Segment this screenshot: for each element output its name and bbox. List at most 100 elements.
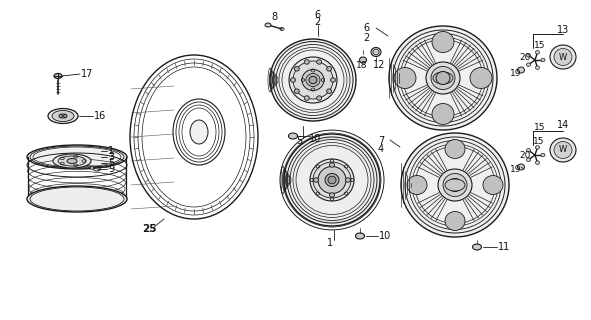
Ellipse shape: [190, 120, 208, 144]
Text: 4: 4: [378, 144, 384, 154]
Ellipse shape: [328, 176, 336, 184]
Ellipse shape: [27, 186, 127, 212]
Text: 19: 19: [510, 165, 521, 174]
Ellipse shape: [48, 108, 78, 124]
Ellipse shape: [54, 74, 62, 78]
Ellipse shape: [554, 49, 572, 66]
Ellipse shape: [356, 233, 365, 239]
Ellipse shape: [325, 173, 339, 187]
Ellipse shape: [433, 72, 453, 84]
Ellipse shape: [90, 167, 93, 169]
Ellipse shape: [327, 67, 332, 71]
Text: W: W: [559, 52, 567, 61]
Ellipse shape: [436, 71, 450, 84]
Ellipse shape: [317, 60, 322, 64]
Ellipse shape: [394, 68, 416, 89]
Ellipse shape: [289, 57, 337, 103]
Ellipse shape: [318, 166, 346, 194]
Text: 19: 19: [510, 68, 521, 77]
Ellipse shape: [535, 66, 540, 69]
Ellipse shape: [58, 156, 86, 166]
Ellipse shape: [313, 178, 319, 182]
Text: 5: 5: [108, 158, 114, 168]
Text: 10: 10: [379, 231, 391, 241]
Text: 16: 16: [94, 111, 106, 121]
Ellipse shape: [438, 169, 472, 201]
Ellipse shape: [293, 61, 333, 99]
Ellipse shape: [309, 76, 317, 84]
Text: 6: 6: [314, 10, 320, 20]
Ellipse shape: [306, 74, 320, 86]
Text: 14: 14: [557, 120, 569, 130]
Ellipse shape: [265, 23, 271, 27]
Ellipse shape: [431, 67, 455, 90]
Ellipse shape: [310, 159, 354, 201]
Ellipse shape: [432, 103, 454, 124]
Ellipse shape: [401, 133, 509, 237]
Ellipse shape: [304, 60, 309, 64]
Text: 13: 13: [557, 25, 569, 35]
Ellipse shape: [298, 148, 366, 212]
Ellipse shape: [443, 173, 467, 196]
Ellipse shape: [317, 96, 322, 100]
Text: 25: 25: [142, 224, 157, 234]
Text: 15: 15: [534, 124, 545, 132]
Text: 3: 3: [108, 152, 114, 162]
Ellipse shape: [330, 78, 336, 82]
Ellipse shape: [288, 133, 297, 139]
Ellipse shape: [330, 193, 335, 197]
Ellipse shape: [527, 53, 531, 57]
Ellipse shape: [527, 63, 531, 67]
Text: 1: 1: [108, 146, 114, 156]
Ellipse shape: [448, 179, 462, 191]
Text: 11: 11: [498, 242, 510, 252]
Ellipse shape: [541, 58, 545, 62]
Ellipse shape: [554, 141, 572, 158]
Ellipse shape: [359, 57, 366, 63]
Text: 18: 18: [356, 61, 368, 70]
Ellipse shape: [173, 99, 225, 165]
Text: 15: 15: [533, 138, 544, 147]
Ellipse shape: [371, 47, 381, 57]
Text: 20: 20: [519, 150, 530, 159]
Ellipse shape: [294, 67, 299, 71]
Ellipse shape: [541, 153, 545, 157]
Ellipse shape: [470, 68, 492, 89]
Ellipse shape: [330, 163, 335, 167]
Ellipse shape: [346, 178, 350, 182]
Ellipse shape: [52, 110, 74, 122]
Ellipse shape: [535, 146, 540, 149]
Text: 12: 12: [373, 60, 385, 70]
Text: 5: 5: [296, 136, 302, 146]
Ellipse shape: [27, 145, 127, 169]
Text: 2: 2: [363, 33, 369, 43]
Ellipse shape: [304, 96, 309, 100]
Text: 8: 8: [271, 12, 277, 22]
Ellipse shape: [445, 140, 465, 158]
Text: 2: 2: [314, 17, 320, 27]
Ellipse shape: [472, 244, 482, 250]
Ellipse shape: [445, 212, 465, 230]
Ellipse shape: [550, 138, 576, 162]
Text: W: W: [559, 146, 567, 155]
Ellipse shape: [294, 89, 299, 93]
Ellipse shape: [67, 158, 77, 164]
Ellipse shape: [53, 154, 91, 168]
Ellipse shape: [302, 69, 324, 91]
Text: 20: 20: [519, 53, 530, 62]
Text: 9: 9: [108, 164, 114, 174]
Ellipse shape: [550, 45, 576, 69]
Ellipse shape: [59, 114, 67, 118]
Text: 10: 10: [309, 134, 322, 144]
Ellipse shape: [535, 51, 540, 54]
Ellipse shape: [407, 175, 427, 195]
Ellipse shape: [518, 67, 524, 73]
Ellipse shape: [270, 39, 356, 121]
Text: 17: 17: [81, 69, 93, 79]
Ellipse shape: [518, 164, 524, 170]
Text: 15: 15: [534, 41, 545, 50]
Ellipse shape: [284, 134, 380, 226]
Ellipse shape: [291, 78, 296, 82]
Ellipse shape: [535, 161, 540, 164]
Ellipse shape: [327, 89, 332, 93]
